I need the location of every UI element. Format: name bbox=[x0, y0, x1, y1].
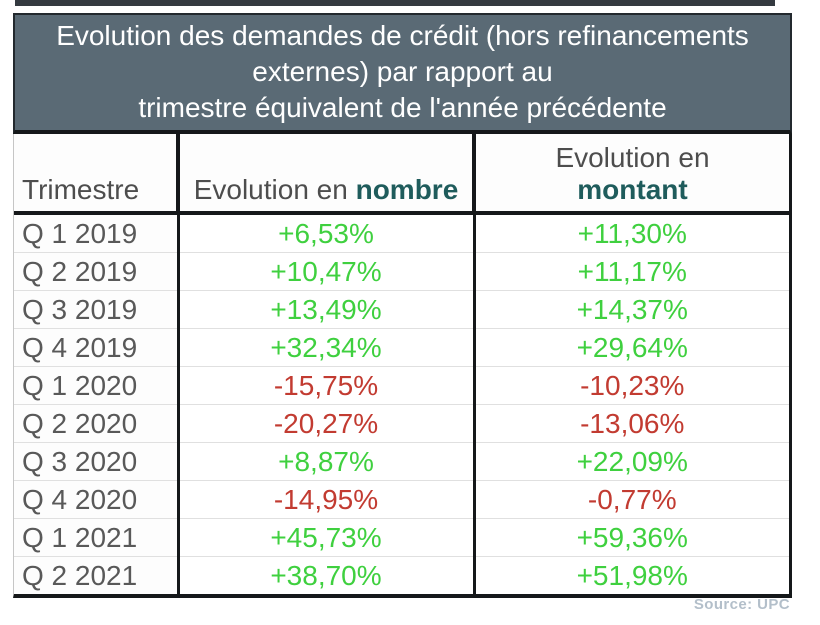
quarter-cell: Q 3 2019 bbox=[14, 290, 178, 329]
nombre-value-cell: +6,53% bbox=[176, 213, 474, 253]
quarter-cell: Q 1 2019 bbox=[14, 213, 178, 253]
montant-value-cell: -13,06% bbox=[472, 404, 789, 443]
nombre-value-cell: +13,49% bbox=[176, 290, 474, 329]
table-row: Q 4 2019 +32,34% +29,64% bbox=[14, 328, 789, 367]
source-caption: Source: UPC bbox=[693, 596, 790, 613]
montant-value-cell: +11,30% bbox=[472, 213, 789, 253]
nombre-value-cell: -15,75% bbox=[176, 366, 474, 405]
header-nombre-prefix: Evolution en bbox=[193, 174, 356, 205]
table-title-line-3: trimestre équivalent de l'année précéden… bbox=[138, 92, 667, 123]
nombre-value-cell: +32,34% bbox=[176, 328, 474, 367]
table-wrapper: Trimestre Evolution en nombre Evolution … bbox=[13, 134, 792, 598]
nombre-value-cell: +10,47% bbox=[176, 252, 474, 291]
table-row: Q 2 2021 +38,70% +51,98% bbox=[14, 556, 789, 594]
montant-value-cell: +14,37% bbox=[472, 290, 789, 329]
quarter-cell: Q 3 2020 bbox=[14, 442, 178, 481]
top-accent-bar bbox=[15, 0, 775, 6]
header-montant-prefix: Evolution en bbox=[555, 142, 710, 173]
table-row: Q 3 2020 +8,87% +22,09% bbox=[14, 442, 789, 481]
column-header-montant: Evolution en montant bbox=[472, 134, 789, 215]
quarter-cell: Q 4 2020 bbox=[14, 480, 178, 519]
montant-value-cell: -10,23% bbox=[472, 366, 789, 405]
nombre-value-cell: -14,95% bbox=[176, 480, 474, 519]
quarter-cell: Q 1 2020 bbox=[14, 366, 178, 405]
nombre-value-cell: -20,27% bbox=[176, 404, 474, 443]
header-row: Trimestre Evolution en nombre Evolution … bbox=[14, 134, 789, 215]
montant-value-cell: +51,98% bbox=[472, 556, 789, 594]
nombre-value-cell: +45,73% bbox=[176, 518, 474, 557]
montant-value-cell: +59,36% bbox=[472, 518, 789, 557]
table-row: Q 1 2019 +6,53% +11,30% bbox=[14, 213, 789, 253]
quarter-cell: Q 4 2019 bbox=[14, 328, 178, 367]
montant-value-cell: +29,64% bbox=[472, 328, 789, 367]
table-row: Q 1 2021 +45,73% +59,36% bbox=[14, 518, 789, 557]
montant-value-cell: +11,17% bbox=[472, 252, 789, 291]
quarter-cell: Q 2 2020 bbox=[14, 404, 178, 443]
column-header-nombre: Evolution en nombre bbox=[176, 134, 474, 215]
table-row: Q 2 2019 +10,47% +11,17% bbox=[14, 252, 789, 291]
table-row: Q 1 2020 -15,75% -10,23% bbox=[14, 366, 789, 405]
credit-evolution-table: Trimestre Evolution en nombre Evolution … bbox=[14, 134, 789, 594]
table-row: Q 3 2019 +13,49% +14,37% bbox=[14, 290, 789, 329]
table-row: Q 2 2020 -20,27% -13,06% bbox=[14, 404, 789, 443]
montant-value-cell: -0,77% bbox=[472, 480, 789, 519]
table-title: Evolution des demandes de crédit (hors r… bbox=[13, 13, 792, 134]
header-nombre-bold: nombre bbox=[355, 174, 459, 205]
header-montant-bold: montant bbox=[577, 174, 688, 205]
quarter-cell: Q 1 2021 bbox=[14, 518, 178, 557]
montant-value-cell: +22,09% bbox=[472, 442, 789, 481]
table-title-line-1: Evolution des demandes de crédit (hors r… bbox=[56, 20, 749, 51]
quarter-cell: Q 2 2019 bbox=[14, 252, 178, 291]
table-title-line-2: externes) par rapport au bbox=[252, 56, 553, 87]
table-row: Q 4 2020 -14,95% -0,77% bbox=[14, 480, 789, 519]
credit-evolution-figure: Evolution des demandes de crédit (hors r… bbox=[13, 13, 792, 598]
nombre-value-cell: +8,87% bbox=[176, 442, 474, 481]
quarter-cell: Q 2 2021 bbox=[14, 556, 178, 594]
column-header-trimestre: Trimestre bbox=[14, 134, 178, 215]
nombre-value-cell: +38,70% bbox=[176, 556, 474, 594]
